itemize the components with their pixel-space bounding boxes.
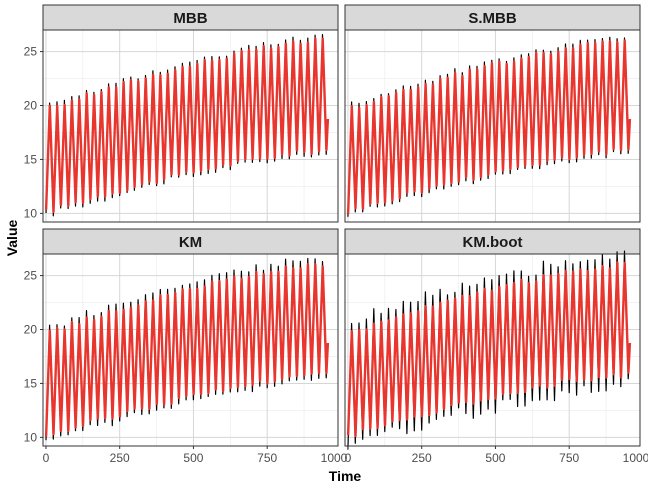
y-tick-label: 15: [24, 376, 38, 390]
series-line-bootstrap: [44, 37, 330, 213]
facet-strip: [42, 4, 339, 31]
y-tick-label: 15: [24, 152, 38, 166]
facet-title: MBB: [173, 10, 207, 27]
panel-s-mbb: S.MBB: [344, 4, 641, 223]
panel-border: [344, 29, 641, 223]
panel-border: [344, 253, 641, 447]
x-tick-label: 1000: [321, 451, 348, 465]
x-tick-label: 500: [485, 451, 505, 465]
facet-strip: [344, 4, 641, 31]
series-line-bootstrap: [346, 39, 632, 214]
panel-border: [42, 29, 339, 223]
y-tick-label: 20: [24, 99, 38, 113]
y-tick-label: 10: [24, 430, 38, 444]
series-line-bootstrap: [44, 263, 330, 437]
panel-km-boot: KM.boot 0 250 500 750 1000: [344, 228, 648, 465]
x-tick-label: 500: [183, 451, 203, 465]
y-tick-label: 20: [24, 323, 38, 337]
y-tick-label: 10: [24, 206, 38, 220]
y-tick-label: 25: [24, 269, 38, 283]
y-axis-label: Value: [4, 220, 20, 257]
panel-mbb: MBB 10 15 20 25: [24, 4, 339, 223]
panel-border: [42, 253, 339, 447]
x-tick-label: 250: [412, 451, 432, 465]
x-axis-label: Time: [329, 468, 362, 484]
x-tick-label: 0: [43, 451, 50, 465]
facet-title: KM: [179, 234, 202, 251]
y-tick-label: 25: [24, 45, 38, 59]
x-tick-label: 0: [345, 451, 352, 465]
facet-strip: [42, 228, 339, 255]
facet-title: KM.boot: [463, 234, 523, 251]
series-line-bootstrap: [346, 261, 632, 438]
x-tick-label: 250: [110, 451, 130, 465]
x-tick-label: 750: [559, 451, 579, 465]
x-tick-label: 1000: [623, 451, 648, 465]
x-tick-label: 750: [257, 451, 277, 465]
facet-title: S.MBB: [468, 10, 517, 27]
